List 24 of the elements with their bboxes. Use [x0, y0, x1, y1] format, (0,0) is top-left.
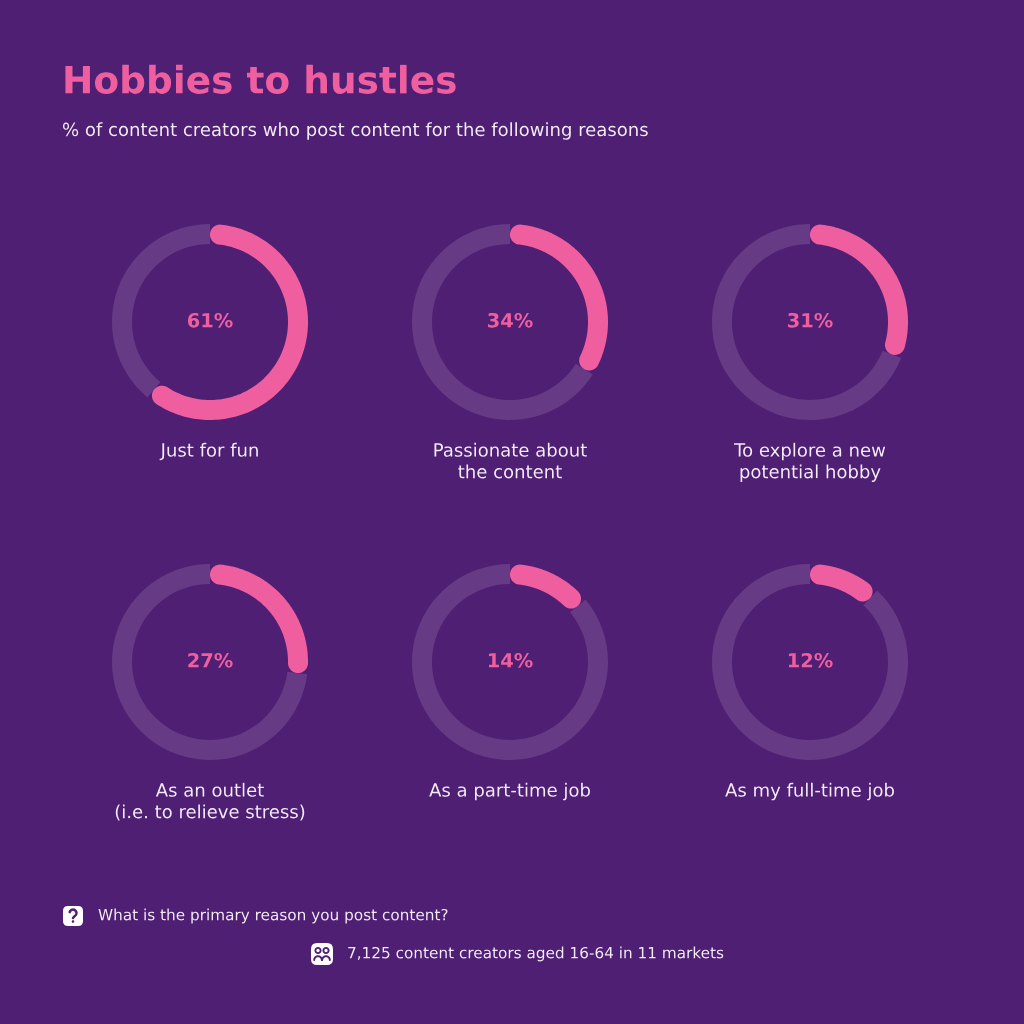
donut-slice — [809, 564, 873, 602]
data-label: 12% — [788, 652, 833, 668]
data-label: 31% — [788, 312, 833, 328]
donut-slice — [509, 564, 582, 609]
text: As a part-time job — [429, 782, 590, 801]
donut-slice — [712, 224, 902, 420]
donut-slice — [112, 564, 308, 760]
data-label: 27% — [188, 652, 233, 668]
donut-slice — [412, 224, 593, 420]
text: As my full-time job — [725, 782, 894, 801]
data-label: 14% — [488, 652, 533, 668]
text: What is the primary reason you post content? — [98, 908, 448, 924]
data-label: 61% — [187, 312, 233, 328]
text: 7,125 content creators aged 16-64 in 11 markets — [348, 946, 724, 962]
donut-slice — [712, 564, 908, 760]
text: Passionate about the content — [434, 442, 587, 479]
donut-slice — [151, 224, 308, 420]
data-label: 34% — [488, 312, 533, 328]
text: To explore a new potential hobby — [734, 442, 886, 482]
text: As an outlet (i.e. to relieve stress) — [115, 782, 305, 821]
text: Hobbies to hustles — [65, 64, 456, 94]
text: % of content creators who post content for the following reasons — [63, 122, 648, 140]
donut-slice — [412, 564, 608, 760]
text: Just for fun — [159, 442, 258, 461]
